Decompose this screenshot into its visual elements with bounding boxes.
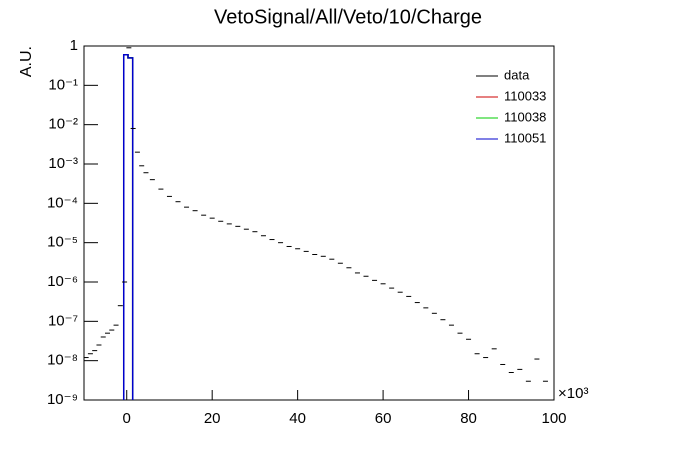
y-tick-label: 1 xyxy=(70,37,78,54)
y-tick-label: 10⁻³ xyxy=(48,155,78,172)
y-tick-label: 10⁻⁶ xyxy=(47,273,78,290)
x-tick-label: 80 xyxy=(460,410,477,427)
x-tick-label: 60 xyxy=(375,410,392,427)
y-tick-label: 10⁻⁷ xyxy=(48,312,78,329)
y-tick-label: 10⁻¹ xyxy=(48,76,78,93)
x-multiplier: ×10³ xyxy=(558,385,588,402)
y-tick-label: 10⁻⁵ xyxy=(47,234,78,251)
y-tick-label: 10⁻⁹ xyxy=(47,391,78,408)
y-tick-label: 10⁻⁴ xyxy=(47,194,78,211)
legend-label: 110033 xyxy=(504,88,546,103)
x-tick-label: 100 xyxy=(541,410,566,427)
legend-label: 110038 xyxy=(504,109,546,124)
x-tick-label: 40 xyxy=(289,410,306,427)
chart-title: VetoSignal/All/Veto/10/Charge xyxy=(214,6,482,28)
plot-frame xyxy=(83,45,555,401)
x-tick-label: 20 xyxy=(204,410,221,427)
x-tick-label: 0 xyxy=(123,410,131,427)
y-axis-label: A.U. xyxy=(18,46,35,77)
y-tick-label: 10⁻² xyxy=(48,116,78,133)
legend-label: data xyxy=(504,67,530,82)
y-tick-label: 10⁻⁸ xyxy=(47,352,78,369)
legend-label: 110051 xyxy=(504,130,546,145)
mc-histogram xyxy=(122,53,134,400)
